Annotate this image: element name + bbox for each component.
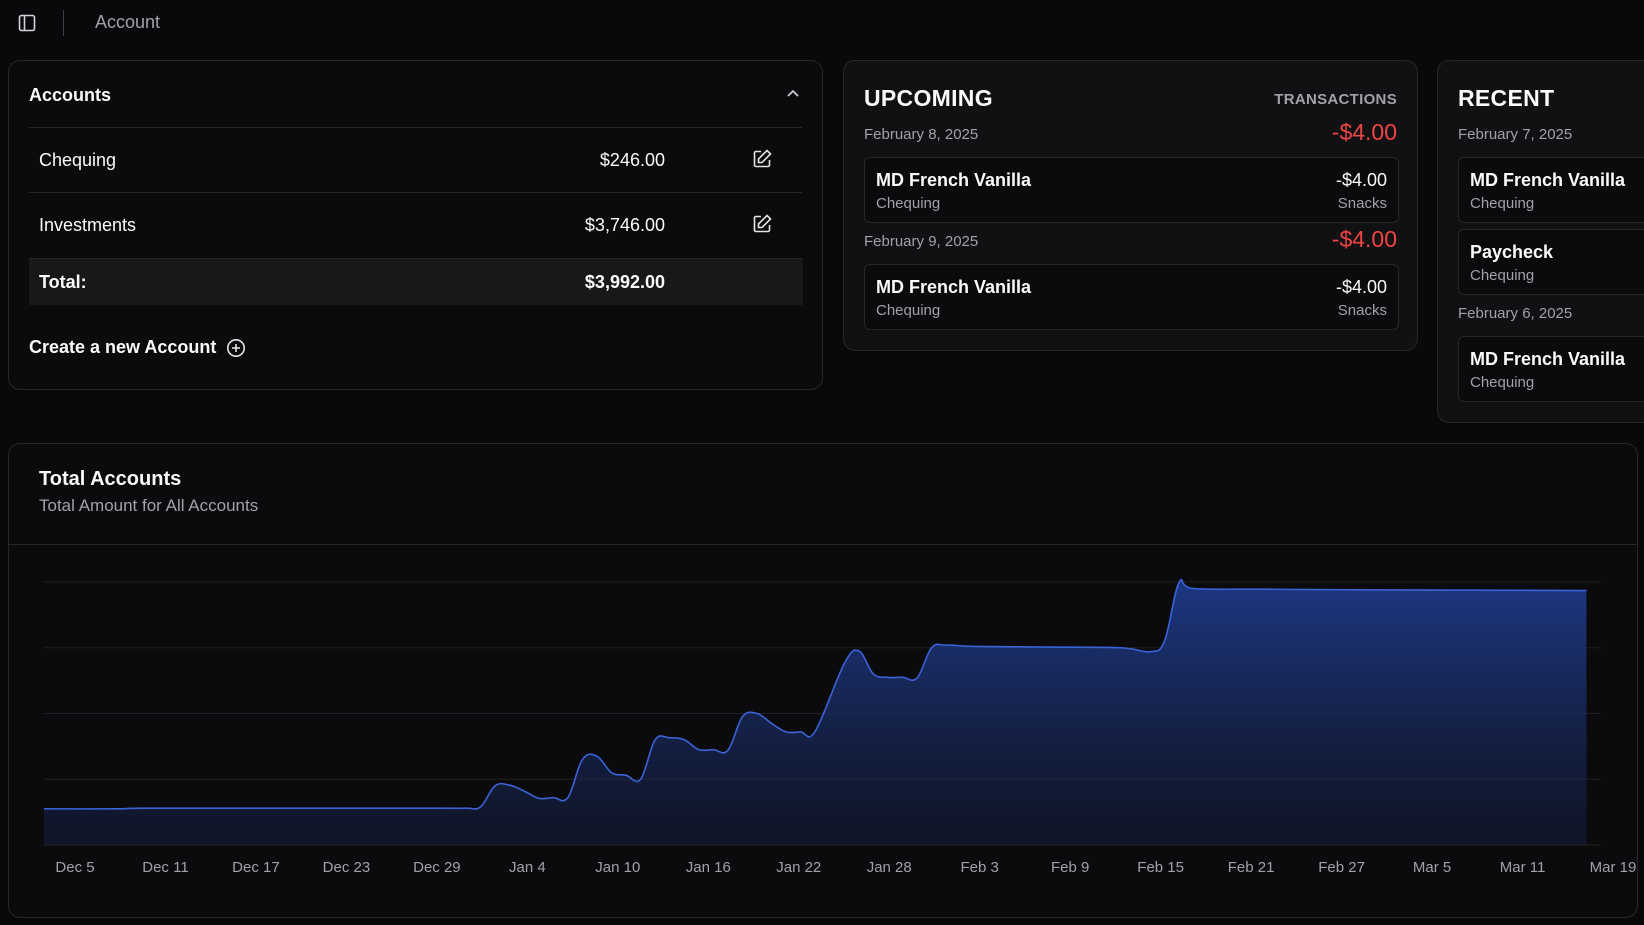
accounts-total-row: Total: $3,992.00 — [29, 259, 803, 305]
transaction-category: Snacks — [1337, 195, 1387, 212]
transaction-account: Chequing — [876, 302, 941, 319]
upcoming-card: UPCOMING TRANSACTIONS February 8, 2025 -… — [843, 60, 1418, 351]
upcoming-title: UPCOMING — [864, 85, 993, 111]
divider — [29, 258, 802, 259]
edit-icon[interactable] — [751, 213, 775, 237]
upcoming-day-total: -$4.00 — [1331, 119, 1397, 145]
account-amount: $246.00 — [599, 150, 665, 170]
series-line — [43, 578, 1587, 810]
edit-icon[interactable] — [751, 148, 775, 172]
x-tick-label: Jan 10 — [595, 859, 640, 876]
x-tick-label: Dec 5 — [55, 859, 94, 876]
divider — [29, 127, 802, 128]
chevron-up-icon[interactable] — [782, 83, 804, 105]
page-title: Account — [95, 12, 161, 32]
account-row-investments: Investments $3,746.00 — [29, 193, 803, 257]
transaction-name: Paycheck — [1470, 242, 1554, 262]
x-tick-label: Feb 3 — [961, 859, 999, 876]
sidebar-toggle-icon[interactable] — [16, 12, 38, 34]
accounts-header: Accounts — [29, 85, 112, 105]
x-tick-label: Jan 22 — [776, 859, 821, 876]
x-tick-label: Dec 11 — [142, 859, 188, 876]
divider — [9, 544, 1637, 545]
x-tick-label: Feb 9 — [1051, 859, 1089, 876]
create-account-label: Create a new Account — [29, 337, 217, 357]
transaction-name: MD French Vanilla — [876, 170, 1032, 190]
x-tick-label: Dec 29 — [413, 859, 461, 876]
accounts-card: Accounts Chequing $246.00 Investments $3… — [8, 60, 823, 390]
transaction-item[interactable]: Paycheck Chequing — [1458, 229, 1644, 295]
transaction-amount: -$4.00 — [1335, 277, 1387, 297]
total-label: Total: — [39, 272, 87, 292]
x-tick-label: Feb 15 — [1137, 859, 1184, 876]
x-tick-label: Jan 4 — [509, 859, 546, 876]
top-bar: Account — [0, 0, 1644, 46]
x-tick-label: Dec 23 — [323, 859, 371, 876]
transaction-name: MD French Vanilla — [1470, 170, 1626, 190]
transaction-account: Chequing — [876, 195, 941, 212]
transaction-name: MD French Vanilla — [876, 277, 1032, 297]
total-accounts-chart-card: Total Accounts Total Amount for All Acco… — [8, 443, 1638, 918]
x-tick-label: Dec 17 — [232, 859, 280, 876]
transaction-item[interactable]: MD French Vanilla Chequing -$4.00 Snacks — [864, 157, 1399, 223]
chart-title: Total Accounts — [39, 468, 182, 490]
chart-subtitle: Total Amount for All Accounts — [39, 496, 259, 515]
account-name: Investments — [39, 215, 137, 235]
plus-circle-icon — [227, 338, 246, 357]
transaction-category: Snacks — [1337, 302, 1387, 319]
transaction-item[interactable]: MD French Vanilla Chequing -$4.00 Snacks — [864, 264, 1399, 330]
x-tick-label: Jan 28 — [867, 859, 912, 876]
divider — [29, 192, 802, 193]
account-amount: $3,746.00 — [584, 215, 665, 235]
transaction-name: MD French Vanilla — [1470, 349, 1626, 369]
area-chart: Dec 5 Dec 11 Dec 17 Dec 23 Dec 29 Jan 4 Jan 10… — [43, 578, 1637, 876]
transaction-account: Chequing — [1470, 374, 1535, 391]
upcoming-day-total: -$4.00 — [1331, 226, 1397, 252]
recent-date: February 7, 2025 — [1458, 126, 1573, 143]
account-name: Chequing — [39, 150, 117, 170]
create-account-button[interactable]: Create a new Account — [29, 337, 246, 358]
upcoming-date: February 9, 2025 — [864, 233, 979, 250]
upcoming-subtitle: TRANSACTIONS — [1274, 91, 1397, 108]
x-tick-label: Mar 19 — [1590, 859, 1637, 876]
recent-card: RECENT February 7, 2025 MD French Vanill… — [1437, 60, 1644, 423]
transaction-item[interactable]: MD French Vanilla Chequing — [1458, 336, 1644, 402]
x-tick-label: Mar 11 — [1500, 859, 1546, 876]
transaction-account: Chequing — [1470, 267, 1535, 284]
recent-title: RECENT — [1458, 85, 1555, 111]
total-amount: $3,992.00 — [584, 272, 665, 292]
account-row-chequing: Chequing $246.00 — [29, 128, 803, 192]
series-area — [44, 579, 1587, 845]
transaction-account: Chequing — [1470, 195, 1535, 212]
x-tick-label: Mar 5 — [1413, 859, 1451, 876]
topbar-divider — [63, 10, 64, 36]
recent-date: February 6, 2025 — [1458, 305, 1573, 322]
transaction-amount: -$4.00 — [1335, 170, 1387, 190]
transaction-item[interactable]: MD French Vanilla Chequing — [1458, 157, 1644, 223]
x-tick-label: Feb 21 — [1228, 859, 1275, 876]
upcoming-date: February 8, 2025 — [864, 126, 979, 143]
x-tick-label: Feb 27 — [1318, 859, 1365, 876]
x-tick-label: Jan 16 — [686, 859, 731, 876]
